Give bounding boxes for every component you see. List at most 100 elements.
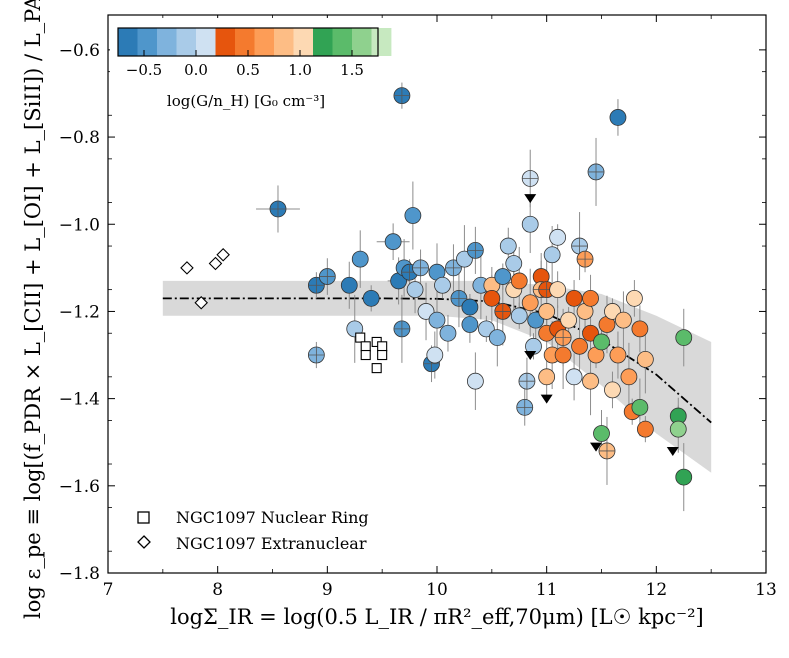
galaxy-point bbox=[340, 276, 358, 294]
galaxy-point bbox=[417, 303, 435, 320]
galaxy-point bbox=[461, 316, 479, 333]
point-marker bbox=[636, 350, 654, 368]
y-tick-label: −1.2 bbox=[59, 302, 100, 322]
point-marker bbox=[426, 346, 444, 364]
point-marker bbox=[406, 281, 424, 299]
point-marker bbox=[483, 289, 501, 307]
galaxy-point bbox=[404, 207, 422, 224]
point-marker bbox=[488, 329, 506, 346]
galaxy-point bbox=[560, 311, 577, 329]
galaxy-point bbox=[477, 320, 495, 338]
point-marker bbox=[554, 346, 572, 364]
galaxy-point bbox=[494, 268, 512, 285]
point-marker bbox=[571, 337, 588, 355]
point-marker bbox=[549, 228, 567, 246]
point-marker bbox=[351, 250, 369, 268]
galaxy-point bbox=[351, 250, 369, 268]
upper-limit-marker bbox=[666, 446, 679, 456]
nuclear-ring-points bbox=[355, 332, 388, 374]
colorbar-segment bbox=[371, 28, 392, 56]
x-tick-label: 12 bbox=[646, 580, 668, 600]
galaxy-point bbox=[598, 442, 616, 460]
extranuclear-points bbox=[180, 247, 230, 310]
legend-diamond-marker bbox=[137, 535, 151, 549]
galaxy-point bbox=[428, 311, 446, 329]
galaxy-points bbox=[269, 87, 693, 486]
point-marker bbox=[582, 289, 599, 307]
galaxy-point bbox=[445, 259, 462, 277]
y-tick-label: −1.0 bbox=[59, 215, 100, 235]
galaxy-point bbox=[571, 237, 588, 255]
galaxy-point bbox=[499, 237, 517, 255]
point-marker bbox=[609, 109, 627, 126]
galaxy-point bbox=[518, 372, 536, 390]
galaxy-point bbox=[576, 250, 594, 268]
x-tick-label: 8 bbox=[212, 580, 223, 600]
galaxy-point bbox=[549, 281, 567, 299]
point-marker bbox=[669, 420, 687, 438]
galaxy-point bbox=[582, 324, 599, 342]
point-marker bbox=[362, 289, 380, 307]
legend: NGC1097 Nuclear Ring NGC1097 Extranuclea… bbox=[137, 508, 369, 553]
colorbar-segment bbox=[293, 28, 314, 56]
point-marker bbox=[494, 268, 512, 285]
galaxy-point bbox=[466, 372, 484, 390]
point-marker bbox=[604, 303, 621, 320]
point-marker bbox=[582, 372, 599, 390]
colorbar-segment bbox=[137, 28, 158, 56]
y-axis-title: log ε_pe ≡ log[(f_PDR × L_[CII] + L_[OI]… bbox=[21, 0, 45, 619]
point-marker bbox=[521, 215, 539, 233]
x-tick-label: 13 bbox=[755, 580, 777, 600]
colorbar-segment bbox=[176, 28, 197, 56]
extranuclear-point bbox=[180, 261, 194, 275]
extranuclear-point bbox=[208, 256, 223, 271]
galaxy-point bbox=[604, 381, 621, 399]
galaxy-point bbox=[510, 307, 528, 325]
galaxy-point bbox=[631, 320, 649, 338]
point-marker bbox=[593, 425, 610, 442]
point-marker bbox=[609, 346, 627, 364]
galaxy-point bbox=[538, 303, 556, 320]
colorbar-tick-label: −0.5 bbox=[126, 61, 162, 79]
galaxy-point bbox=[426, 346, 444, 364]
point-marker bbox=[340, 276, 358, 294]
galaxy-point bbox=[488, 329, 506, 346]
galaxy-point bbox=[631, 398, 649, 416]
nuclear-ring-point bbox=[371, 363, 382, 374]
point-marker bbox=[434, 276, 451, 294]
galaxy-point bbox=[554, 329, 572, 346]
galaxy-point bbox=[450, 289, 468, 307]
point-marker bbox=[510, 307, 528, 325]
galaxy-point bbox=[466, 242, 484, 259]
galaxy-point bbox=[615, 311, 632, 329]
galaxy-point bbox=[587, 163, 605, 181]
x-tick-label: 10 bbox=[426, 580, 448, 600]
colorbar-tick-label: 1.0 bbox=[288, 61, 312, 79]
galaxy-point bbox=[510, 272, 528, 290]
galaxy-point bbox=[362, 289, 380, 307]
galaxy-point bbox=[384, 233, 402, 251]
upper-limit-marker bbox=[540, 394, 553, 404]
colorbar-segment bbox=[118, 28, 138, 56]
galaxy-point bbox=[636, 420, 654, 438]
galaxy-point bbox=[521, 215, 539, 233]
point-marker bbox=[549, 281, 567, 299]
nuclear-ring-point bbox=[360, 341, 371, 352]
x-tick-label: 9 bbox=[322, 580, 333, 600]
point-marker bbox=[456, 250, 473, 268]
galaxy-point bbox=[516, 398, 534, 416]
axis-ticks: 7 8 9 10 11 12 13 −1.8 −1.6 −1.4 −1.2 −1.0 −0.8 −0.6 bbox=[59, 15, 777, 600]
point-marker bbox=[461, 316, 479, 333]
point-marker bbox=[384, 233, 402, 251]
colorbar-segment bbox=[215, 28, 236, 56]
colorbar-segment bbox=[235, 28, 255, 56]
point-marker bbox=[620, 368, 638, 386]
galaxy-point bbox=[571, 337, 588, 355]
galaxy-point bbox=[461, 298, 479, 316]
point-marker bbox=[615, 311, 632, 329]
colorbar-segment bbox=[157, 28, 177, 56]
nuclear-ring-point bbox=[355, 332, 366, 343]
galaxy-point bbox=[494, 303, 512, 320]
x-axis-title: logΣ_IR = log(0.5 L_IR / πR²_eff,70μm) [… bbox=[170, 605, 703, 629]
point-marker bbox=[477, 320, 495, 338]
